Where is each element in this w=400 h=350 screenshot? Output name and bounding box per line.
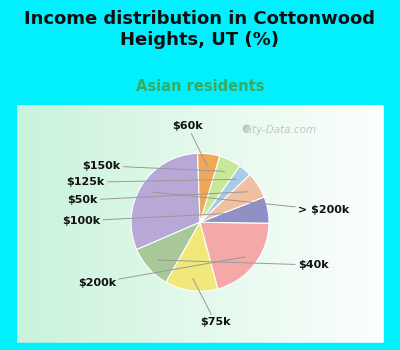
Text: $100k: $100k xyxy=(62,212,256,226)
Wedge shape xyxy=(131,153,200,250)
Text: > $200k: > $200k xyxy=(152,192,349,215)
Wedge shape xyxy=(166,222,218,291)
Text: ●: ● xyxy=(242,123,250,133)
Text: Asian residents: Asian residents xyxy=(136,79,264,93)
Wedge shape xyxy=(200,156,240,222)
Text: $40k: $40k xyxy=(158,260,328,270)
Text: $150k: $150k xyxy=(82,161,225,172)
Text: $50k: $50k xyxy=(68,192,248,205)
Wedge shape xyxy=(200,166,250,222)
Wedge shape xyxy=(137,222,200,282)
Bar xyxy=(0,105,16,350)
Wedge shape xyxy=(198,153,220,222)
Text: $60k: $60k xyxy=(172,121,207,166)
Wedge shape xyxy=(200,197,269,223)
Text: $125k: $125k xyxy=(66,177,237,187)
Text: $200k: $200k xyxy=(78,257,245,288)
Wedge shape xyxy=(200,175,264,222)
Text: City-Data.com: City-Data.com xyxy=(243,125,317,134)
Wedge shape xyxy=(200,222,269,289)
Bar xyxy=(384,105,400,350)
Text: $75k: $75k xyxy=(193,278,230,327)
Bar xyxy=(0,343,400,350)
Text: Income distribution in Cottonwood
Heights, UT (%): Income distribution in Cottonwood Height… xyxy=(24,10,376,49)
